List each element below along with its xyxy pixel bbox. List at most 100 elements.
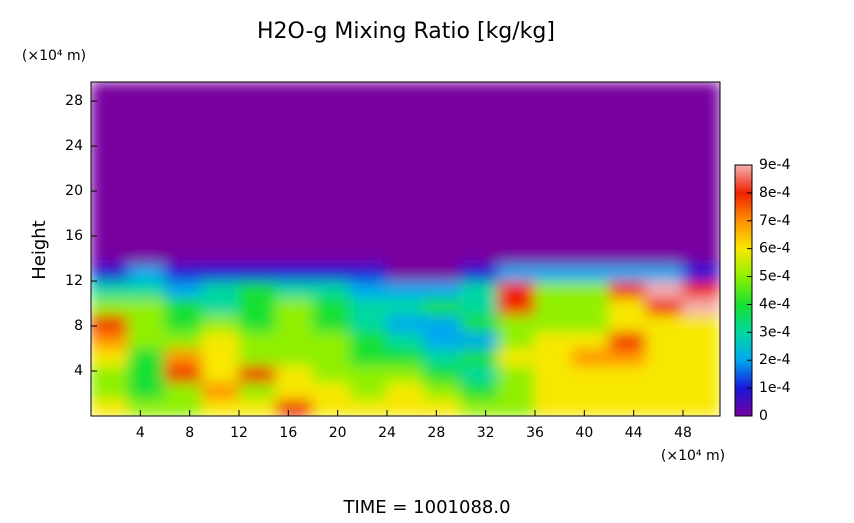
heatmap-cell — [164, 314, 203, 333]
heatmap-cell — [164, 297, 203, 316]
heatmap-cell — [423, 297, 462, 316]
heatmap-cell — [164, 364, 203, 383]
heatmap-cell — [497, 280, 536, 299]
heatmap-cell — [645, 280, 684, 299]
heatmap-cell — [460, 314, 499, 333]
heatmap-cell — [534, 263, 573, 282]
heatmap-cell — [460, 331, 499, 350]
heatmap-cell — [275, 348, 314, 366]
heatmap-cell — [460, 348, 499, 366]
heatmap-cell — [497, 364, 536, 383]
heatmap-cell — [423, 82, 462, 265]
heatmap-cell — [423, 314, 462, 333]
heatmap-cell — [423, 348, 462, 366]
heatmap — [91, 82, 720, 416]
heatmap-cell — [164, 398, 203, 416]
heatmap-cell — [164, 82, 203, 265]
x-tick-label: 16 — [279, 425, 297, 441]
colorbar-tick-label: 7e-4 — [759, 213, 791, 229]
heatmap-cell — [238, 364, 277, 383]
x-tick-label: 36 — [526, 425, 544, 441]
heatmap-cell — [275, 263, 314, 282]
heatmap-cell — [91, 381, 129, 400]
heatmap-cell — [460, 263, 499, 282]
heatmap-cell — [682, 82, 720, 265]
heatmap-cell — [275, 381, 314, 400]
heatmap-cell — [571, 331, 610, 350]
colorbar-tick-label: 9e-4 — [759, 157, 791, 173]
heatmap-cell — [534, 364, 573, 383]
heatmap-cell — [312, 297, 351, 316]
heatmap-cell — [91, 348, 129, 366]
heatmap-cell — [201, 314, 240, 333]
heatmap-cell — [349, 280, 388, 299]
colorbar-tick-label: 5e-4 — [759, 269, 791, 285]
heatmap-cell — [386, 348, 425, 366]
chart-title: H2O-g Mixing Ratio [kg/kg] — [257, 19, 555, 44]
x-tick-label: 12 — [230, 425, 248, 441]
heatmap-cell — [645, 348, 684, 366]
heatmap-cell — [608, 348, 647, 366]
heatmap-cell — [423, 280, 462, 299]
colorbar-tick-label: 0 — [759, 408, 768, 424]
heatmap-cell — [349, 82, 388, 265]
heatmap-cell — [571, 364, 610, 383]
colorbar-tick-label: 3e-4 — [759, 324, 791, 340]
heatmap-cell — [608, 381, 647, 400]
heatmap-cell — [682, 314, 720, 333]
heatmap-cell — [238, 381, 277, 400]
heatmap-cell — [349, 381, 388, 400]
heatmap-cell — [497, 82, 536, 265]
heatmap-cell — [682, 398, 720, 416]
heatmap-cell — [571, 398, 610, 416]
heatmap-cell — [349, 348, 388, 366]
heatmap-cell — [423, 263, 462, 282]
colorbar — [734, 164, 753, 417]
heatmap-cell — [534, 331, 573, 350]
heatmap-cell — [312, 364, 351, 383]
heatmap-cell — [349, 398, 388, 416]
heatmap-cell — [91, 82, 129, 265]
y-tick-label: 16 — [65, 228, 83, 244]
heatmap-cell — [423, 364, 462, 383]
heatmap-cell — [91, 364, 129, 383]
heatmap-cell — [497, 398, 536, 416]
y-axis-label: Height — [29, 220, 50, 280]
y-tick-label: 20 — [65, 183, 83, 199]
heatmap-cell — [682, 263, 720, 282]
colorbar-tick-label: 4e-4 — [759, 296, 791, 312]
heatmap-cell — [201, 398, 240, 416]
y-tick-label: 8 — [74, 318, 83, 334]
heatmap-cell — [201, 82, 240, 265]
heatmap-cell — [460, 82, 499, 265]
heatmap-cell — [127, 263, 166, 282]
heatmap-cell — [460, 398, 499, 416]
heatmap-cell — [608, 263, 647, 282]
heatmap-cell — [275, 331, 314, 350]
colorbar-tick-label: 8e-4 — [759, 185, 791, 201]
heatmap-cell — [201, 263, 240, 282]
heatmap-cell — [386, 263, 425, 282]
heatmap-cell — [460, 364, 499, 383]
y-tick-label: 24 — [65, 138, 83, 154]
heatmap-cell — [238, 82, 277, 265]
heatmap-cell — [91, 398, 129, 416]
heatmap-cell — [127, 348, 166, 366]
x-tick-label: 28 — [427, 425, 445, 441]
y-unit: (×10⁴ m) — [22, 48, 86, 64]
plot-frame — [90, 81, 721, 417]
heatmap-cell — [608, 82, 647, 265]
heatmap-cell — [275, 364, 314, 383]
heatmap-cell — [571, 263, 610, 282]
y-tick-label: 4 — [74, 363, 83, 379]
heatmap-cell — [349, 364, 388, 383]
heatmap-cell — [645, 381, 684, 400]
heatmap-cell — [682, 364, 720, 383]
heatmap-cell — [645, 398, 684, 416]
x-tick-label: 44 — [625, 425, 643, 441]
heatmap-cell — [534, 381, 573, 400]
heatmap-cell — [127, 364, 166, 383]
heatmap-cell — [275, 314, 314, 333]
heatmap-cell — [312, 82, 351, 265]
heatmap-cell — [571, 280, 610, 299]
